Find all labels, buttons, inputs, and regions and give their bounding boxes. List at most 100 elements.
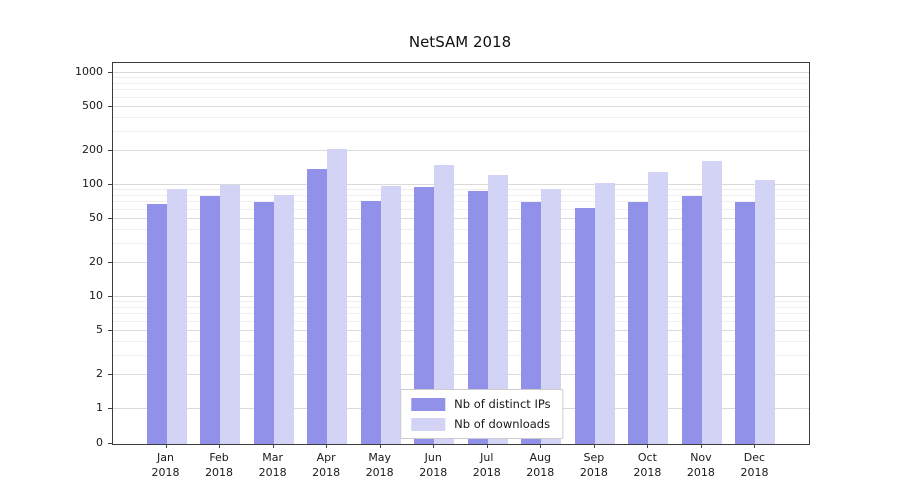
- x-tick-mark: [540, 444, 542, 448]
- x-tick-label: Aug 2018: [526, 451, 555, 479]
- y-tick-mark: [108, 374, 112, 376]
- gridline: [113, 301, 809, 303]
- bar-downloads: [220, 185, 241, 444]
- y-tick-label: 2: [96, 367, 103, 381]
- x-tick-mark: [593, 444, 595, 448]
- gridline: [113, 296, 809, 297]
- y-tick-label: 1: [96, 401, 103, 414]
- y-tick-mark: [108, 262, 112, 264]
- bar-distinct-ips: [146, 203, 167, 444]
- gridline: [113, 150, 809, 152]
- gridline: [113, 329, 809, 331]
- x-tick-label: Feb 2018: [205, 451, 234, 479]
- x-tick-mark: [647, 444, 649, 448]
- chart-title: NetSAM 2018: [408, 33, 512, 51]
- bar-downloads: [541, 189, 562, 444]
- bar-downloads: [380, 185, 401, 444]
- bar-distinct-ips: [414, 187, 435, 444]
- y-tick-label: 1000: [75, 65, 103, 78]
- gridline: [113, 201, 809, 203]
- x-tick-label: Apr 2018: [312, 451, 341, 479]
- plot-area: Nb of distinct IPs Nb of downloads: [112, 62, 810, 445]
- gridline: [113, 340, 809, 342]
- x-tick-label: Dec 2018: [740, 451, 769, 479]
- bar-distinct-ips: [574, 208, 595, 444]
- y-tick-label: 0: [96, 436, 103, 449]
- bar-downloads: [434, 165, 455, 444]
- bar-distinct-ips: [200, 195, 221, 444]
- y-tick-label: 20: [89, 255, 103, 269]
- bar-downloads: [594, 183, 615, 444]
- gridline: [113, 208, 809, 210]
- gridline: [113, 184, 809, 185]
- legend-item-downloads: Nb of downloads: [411, 417, 550, 431]
- bar-downloads: [166, 189, 187, 444]
- legend-label-distinct-ips: Nb of distinct IPs: [454, 397, 551, 411]
- y-tick-mark: [108, 408, 112, 409]
- x-tick-label: Mar 2018: [258, 451, 287, 479]
- x-tick-mark: [165, 444, 167, 448]
- x-tick-mark: [754, 444, 756, 448]
- gridline: [113, 228, 809, 230]
- y-tick-mark: [108, 217, 112, 219]
- gridline: [113, 262, 809, 264]
- bar-distinct-ips: [735, 202, 756, 444]
- bar-downloads: [487, 175, 508, 444]
- gridline: [113, 130, 809, 132]
- x-tick-mark: [700, 444, 702, 448]
- bar-downloads: [755, 179, 776, 444]
- gridline: [113, 306, 809, 308]
- gridline: [113, 313, 809, 315]
- x-tick-label: Oct 2018: [633, 451, 662, 479]
- x-tick-mark: [272, 444, 274, 448]
- y-tick-mark: [108, 443, 112, 444]
- x-tick-mark: [219, 444, 221, 448]
- y-tick-mark: [108, 296, 112, 297]
- y-tick-mark: [108, 184, 112, 185]
- x-tick-label: Jul 2018: [472, 451, 501, 479]
- gridline: [113, 217, 809, 219]
- x-tick-mark: [379, 444, 381, 448]
- x-tick-label: Jun 2018: [419, 451, 448, 479]
- bar-distinct-ips: [681, 195, 702, 444]
- legend-label-downloads: Nb of downloads: [454, 417, 551, 431]
- y-tick-label: 50: [89, 210, 103, 224]
- gridline: [113, 105, 809, 107]
- gridline: [113, 89, 809, 91]
- gridline: [113, 320, 809, 322]
- y-tick-mark: [108, 105, 112, 107]
- gridline: [113, 194, 809, 196]
- bar-downloads: [327, 148, 348, 444]
- bar-downloads: [701, 161, 722, 444]
- x-tick-label: Jan 2018: [151, 451, 180, 479]
- gridline: [113, 72, 809, 73]
- bar-distinct-ips: [467, 190, 488, 444]
- gridline: [113, 96, 809, 98]
- x-tick-mark: [326, 444, 328, 448]
- bar-distinct-ips: [628, 202, 649, 444]
- y-tick-label: 100: [82, 177, 103, 190]
- gridline: [113, 374, 809, 376]
- y-tick-label: 500: [82, 98, 103, 112]
- y-tick-mark: [108, 72, 112, 73]
- x-tick-mark: [433, 444, 435, 448]
- legend-swatch-distinct-ips: [411, 397, 446, 411]
- y-tick-label: 200: [82, 143, 103, 157]
- legend-swatch-downloads: [411, 417, 446, 431]
- legend: Nb of distinct IPs Nb of downloads: [400, 389, 564, 439]
- x-tick-label: Nov 2018: [686, 451, 715, 479]
- gridline: [113, 82, 809, 84]
- x-tick-mark: [486, 444, 488, 448]
- bar-distinct-ips: [360, 200, 381, 444]
- bar-distinct-ips: [253, 202, 274, 444]
- y-tick-label: 10: [89, 289, 103, 302]
- x-tick-label: Sep 2018: [579, 451, 608, 479]
- legend-item-distinct-ips: Nb of distinct IPs: [411, 397, 551, 411]
- y-tick-mark: [108, 150, 112, 152]
- y-tick-mark: [108, 329, 112, 331]
- x-tick-label: May 2018: [365, 451, 394, 479]
- gridline: [113, 77, 809, 79]
- gridline: [113, 189, 809, 191]
- gridline: [113, 116, 809, 118]
